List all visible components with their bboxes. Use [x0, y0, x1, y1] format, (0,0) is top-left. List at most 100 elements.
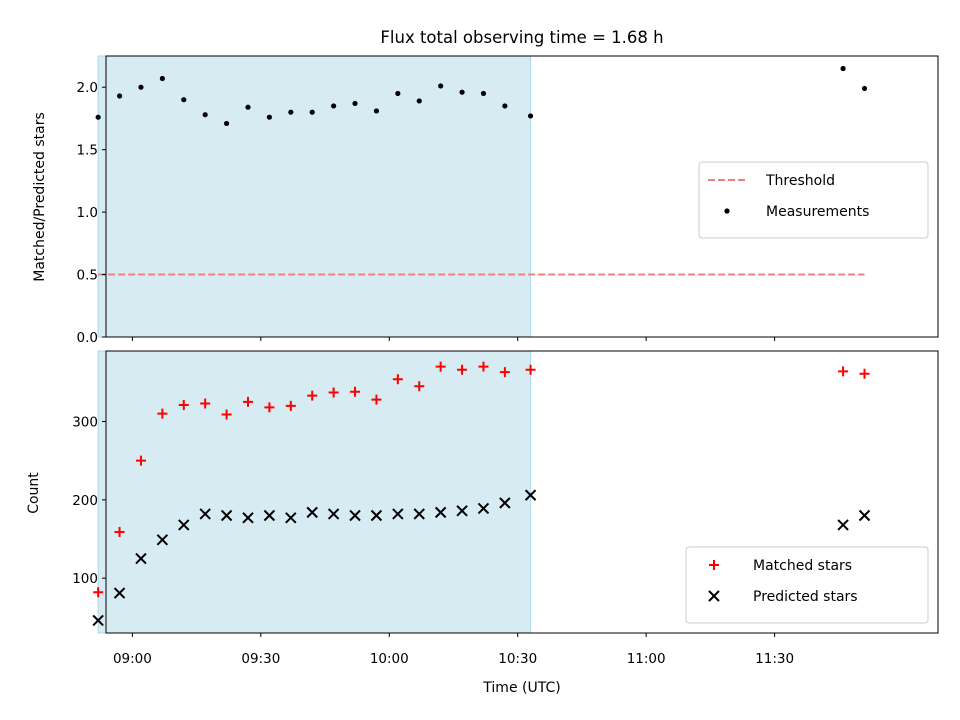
measurement-point: [223, 120, 230, 127]
legend-label: Measurements: [766, 204, 869, 220]
predicted-star-point: [370, 509, 383, 522]
matched-star-point: [114, 526, 125, 537]
matched-star-point: [478, 361, 489, 372]
x-axis-label: Time (UTC): [482, 680, 560, 696]
predicted-star-point: [413, 508, 425, 520]
matched-star-point: [435, 361, 446, 372]
bottom-axes-frame: [105, 350, 939, 634]
predicted-star-point: [220, 509, 233, 522]
legend-label: Matched stars: [753, 558, 852, 574]
matched-star-point: [178, 400, 189, 411]
predicted-star-point: [477, 502, 490, 515]
matched-star-point: [371, 394, 382, 405]
top-y-tick-label: 1.0: [77, 205, 98, 221]
predicted-star-point: [837, 519, 849, 531]
measurement-point: [861, 85, 868, 92]
x-tick-label: 10:00: [370, 651, 409, 667]
predicted-star-point: [263, 509, 276, 522]
measurement-point: [840, 65, 846, 72]
top-y-tick-label: 2.0: [77, 80, 98, 96]
matched-star-point: [242, 396, 253, 407]
measurement-point: [416, 98, 422, 104]
matched-star-point: [457, 364, 468, 375]
top-legend-box: [698, 161, 929, 239]
measurement-point: [352, 100, 358, 107]
measurement-point: [138, 84, 144, 90]
top-panel: 0.0 0.5 1.0 1.5 2.0 Threshold Measurements: [77, 55, 939, 346]
matched-star-point: [135, 455, 146, 466]
matched-star-point: [392, 374, 403, 385]
measurement-point: [95, 114, 101, 120]
bottom-y-axis-label: Count: [26, 472, 42, 514]
predicted-star-point: [113, 587, 126, 599]
matched-star-point: [414, 381, 425, 392]
legend-measurement-swatch: [724, 208, 730, 214]
matched-star-point: [157, 408, 168, 419]
top-axes-frame: [105, 55, 939, 338]
predicted-star-point: [306, 506, 318, 519]
predicted-star-point: [156, 534, 169, 546]
measurement-point: [245, 104, 251, 110]
measurement-point: [395, 90, 401, 97]
bottom-y-tick-label: 300: [72, 415, 98, 431]
predicted-star-point: [434, 506, 447, 519]
matched-star-point: [859, 368, 870, 379]
x-tick-label: 10:30: [498, 651, 537, 667]
matched-star-point: [307, 390, 318, 401]
predicted-star-point: [524, 489, 537, 501]
predicted-star-point: [392, 508, 404, 520]
x-tick-label: 11:30: [755, 651, 794, 667]
top-y-tick-label: 0.5: [77, 268, 98, 284]
bottom-legend-box: [685, 546, 929, 624]
x-tick-label: 09:30: [241, 651, 280, 667]
top-y-axis-label: Matched/Predicted stars: [32, 112, 48, 282]
legend-matched-swatch: [709, 560, 719, 570]
matched-star-point: [838, 366, 849, 377]
top-observing-window-band: [97, 55, 532, 338]
bottom-y-tick-label: 100: [72, 571, 98, 587]
matched-star-point: [328, 387, 339, 398]
matched-star-point: [525, 364, 536, 375]
predicted-star-point: [178, 519, 190, 531]
top-y-tick-label: 1.5: [77, 143, 98, 159]
measurement-point: [331, 103, 337, 109]
measurement-point: [116, 93, 123, 99]
matched-star-point: [350, 386, 361, 397]
predicted-star-point: [135, 552, 147, 565]
predicted-star-point: [242, 512, 254, 524]
measurement-point: [438, 83, 444, 89]
measurement-point: [502, 103, 508, 109]
legend-predicted-swatch: [708, 590, 720, 602]
measurement-point: [373, 108, 380, 114]
measurement-point: [309, 109, 315, 115]
bottom-y-tick-label: 200: [72, 493, 98, 509]
matched-star-point: [200, 398, 211, 409]
x-tick-label: 11:00: [627, 651, 666, 667]
top-y-tick-label: 0.0: [77, 330, 98, 346]
predicted-star-point: [499, 497, 511, 509]
predicted-star-point: [349, 509, 361, 522]
predicted-star-point: [92, 614, 104, 627]
legend-label: Predicted stars: [753, 589, 858, 605]
measurement-point: [266, 114, 273, 120]
measurement-point: [202, 112, 208, 118]
measurement-point: [181, 97, 187, 103]
matched-star-point: [93, 587, 104, 598]
measurement-point: [480, 90, 487, 97]
bottom-panel: 100 200 300 09:00 09:30 10:00 10:30 11:00 11:30 M…: [72, 350, 939, 667]
matched-star-point: [285, 400, 296, 411]
predicted-star-point: [285, 512, 297, 524]
matched-star-point: [264, 402, 275, 413]
measurement-point: [527, 113, 534, 119]
chart-title: Flux total observing time = 1.68 h: [380, 28, 663, 47]
predicted-star-point: [327, 508, 340, 520]
predicted-star-point: [456, 505, 468, 517]
legend-label: Threshold: [765, 173, 835, 189]
predicted-star-point: [199, 508, 211, 520]
measurement-point: [159, 75, 165, 82]
matched-star-point: [221, 409, 232, 420]
measurement-point: [288, 109, 294, 115]
bottom-observing-window-band: [97, 350, 532, 634]
matched-star-point: [499, 367, 510, 378]
